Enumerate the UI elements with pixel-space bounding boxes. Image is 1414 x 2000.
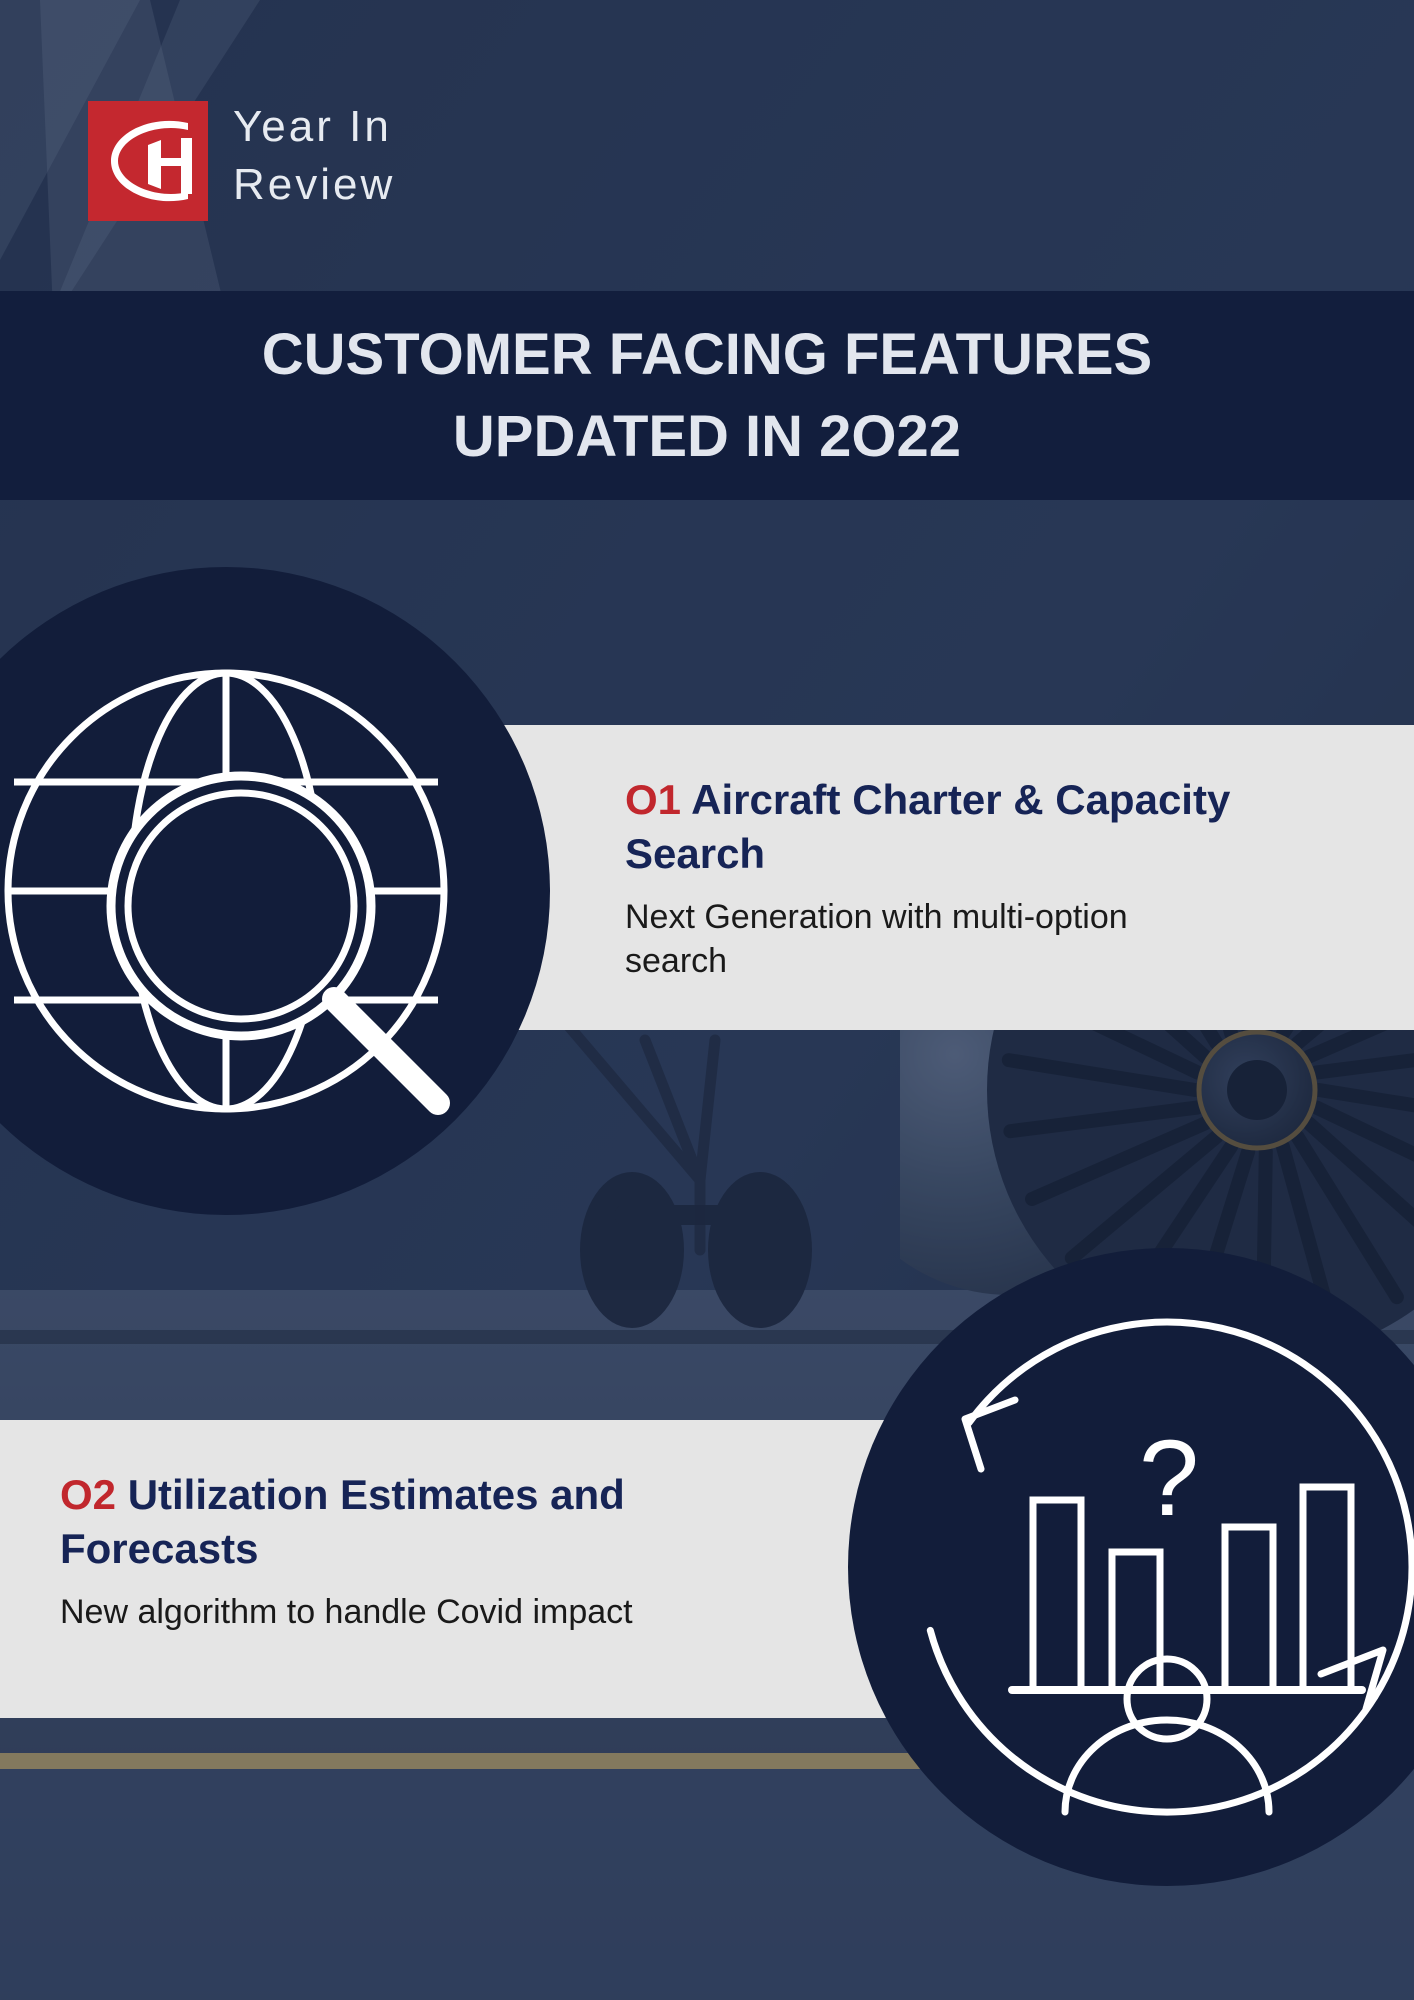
svg-text:?: ?	[1139, 1417, 1199, 1538]
